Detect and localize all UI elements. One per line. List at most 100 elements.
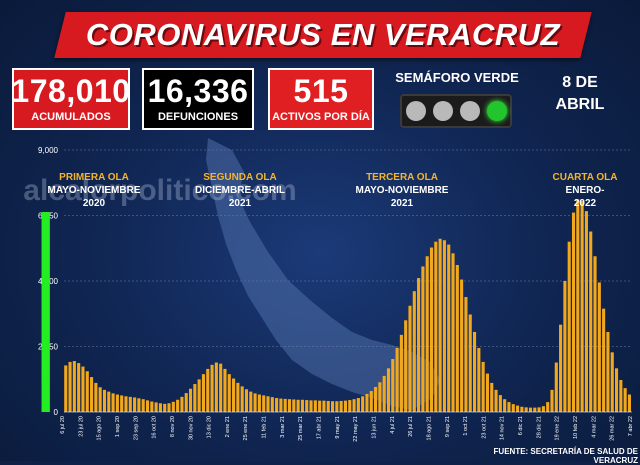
bar (262, 395, 266, 412)
bar (597, 282, 601, 412)
activos-label: ACTIVOS POR DÍA (272, 111, 370, 123)
bar (81, 366, 85, 412)
bar (593, 256, 597, 412)
bar (120, 395, 124, 412)
bar (296, 399, 300, 412)
bar (498, 395, 502, 412)
bar (68, 361, 72, 412)
bar (193, 384, 197, 412)
bar (94, 382, 98, 412)
x-tick-label: 1 sep 20 (115, 416, 121, 437)
cases-chart: alcalorpolitico.com 02,2504,5006,7509,00… (23, 138, 634, 442)
bar (404, 320, 408, 412)
bar (365, 393, 369, 412)
x-tick-label: 8 nov 20 (170, 416, 176, 437)
bar (559, 324, 563, 412)
x-tick-label: 22 may 21 (353, 416, 359, 442)
bar (219, 363, 223, 412)
bar (232, 378, 236, 412)
bar (395, 347, 399, 412)
semaforo-label: SEMÁFORO VERDE (395, 70, 519, 85)
bar (292, 399, 296, 412)
bar (374, 386, 378, 412)
x-tick-label: 30 nov 20 (188, 416, 194, 440)
veracruz-map-silhouette (206, 138, 440, 410)
date-line-2: ABRIL (555, 96, 605, 113)
bar (158, 403, 162, 412)
bar (434, 241, 438, 412)
defunciones-value: 16,336 (147, 73, 249, 109)
bar (533, 407, 537, 412)
bar (356, 398, 360, 412)
x-tick-label: 4 mar 22 (591, 416, 597, 438)
wave-label: PRIMERA OLA MAYO-NOVIEMBRE 2020 (48, 172, 141, 209)
bar (180, 396, 184, 412)
bar (107, 391, 111, 412)
y-tick-label: 9,000 (38, 146, 59, 155)
wave-title: TERCERA OLA (366, 172, 438, 183)
wave-year: 2022 (574, 198, 597, 209)
acumulados-label: ACUMULADOS (31, 111, 111, 123)
wave-title: PRIMERA OLA (59, 172, 129, 183)
bar (546, 402, 550, 412)
bar (98, 387, 102, 412)
x-tick-label: 10 feb 22 (573, 416, 579, 439)
bar (425, 256, 429, 412)
x-tick-label: 17 abr 21 (317, 416, 323, 439)
x-tick-label: 6 jul 20 (60, 416, 66, 434)
bar (171, 401, 175, 412)
x-tick-label: 2 ene 21 (225, 416, 231, 437)
traffic-light-1 (405, 101, 426, 121)
bar (442, 240, 446, 412)
bar (382, 375, 386, 412)
traffic-light-icon (400, 94, 512, 128)
bar (386, 368, 391, 412)
bar (580, 200, 584, 412)
bar (541, 406, 545, 412)
bar (313, 400, 317, 412)
bar (197, 379, 201, 412)
bar (567, 241, 571, 412)
bar (614, 368, 619, 412)
marker-layer (41, 212, 50, 412)
bar (322, 400, 326, 412)
bar (150, 401, 154, 412)
x-tick-label: 4 jul 21 (390, 416, 396, 434)
wave-year: 2020 (83, 198, 106, 209)
bar (176, 399, 180, 412)
x-tick-label: 3 mar 21 (280, 416, 286, 438)
bar (275, 398, 279, 412)
bar (408, 305, 412, 412)
bar (343, 400, 347, 412)
bar (85, 371, 89, 412)
bar (137, 398, 141, 412)
bar (270, 397, 274, 412)
bar (524, 407, 528, 412)
bar (335, 401, 339, 412)
x-tick-label: 28 dic 21 (536, 416, 542, 438)
bar (455, 264, 459, 412)
bar (550, 389, 554, 412)
wave-period: MAYO-NOVIEMBRE (356, 185, 449, 196)
bar (309, 400, 313, 412)
bar (154, 402, 158, 412)
bar (485, 373, 489, 412)
page-title: CORONAVIRUS EN VERACRUZ (85, 17, 561, 52)
x-tick-label: 13 dic 20 (207, 416, 213, 438)
bar (610, 352, 614, 412)
wave-period: DICIEMBRE-ABRIL (195, 185, 285, 196)
bar (554, 362, 558, 412)
bar (429, 247, 434, 412)
x-tick-label: 26 jul 21 (408, 416, 414, 437)
bar (214, 362, 218, 412)
bar (330, 401, 335, 412)
activos-value: 515 (293, 73, 349, 109)
x-tick-label: 26 mar 22 (610, 416, 616, 441)
bar (584, 211, 588, 412)
stat-defunciones: 16,336 DEFUNCIONES (142, 68, 254, 130)
bar (490, 382, 494, 412)
bar (352, 399, 356, 412)
x-tick-label: 11 feb 21 (262, 416, 268, 439)
bar (266, 396, 270, 412)
bar (606, 331, 610, 412)
